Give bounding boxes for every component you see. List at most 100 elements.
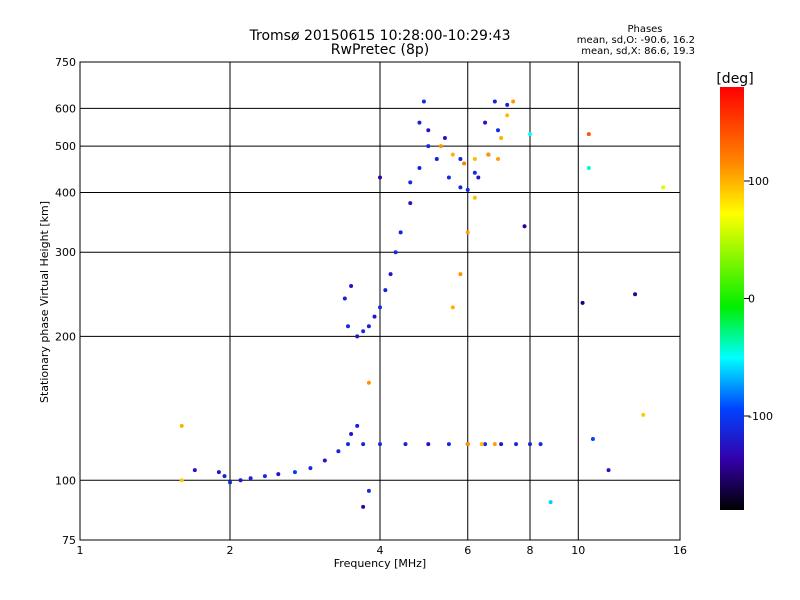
data-point xyxy=(417,166,422,171)
colorbar-label: [deg] xyxy=(716,71,753,87)
chart-title: Tromsø 20150615 10:28:00-10:29:43 xyxy=(249,28,511,44)
data-point xyxy=(349,283,354,288)
data-point xyxy=(590,436,595,441)
data-point xyxy=(398,230,403,235)
data-point xyxy=(342,296,347,301)
data-point xyxy=(403,442,408,447)
x-tick-label: 10 xyxy=(571,544,585,557)
data-point xyxy=(438,144,443,149)
data-point xyxy=(336,449,341,454)
x-tick-label: 4 xyxy=(377,544,384,557)
data-point xyxy=(408,180,413,185)
colorbar-tick-label: 0 xyxy=(748,293,755,306)
scatter-points xyxy=(179,99,666,509)
data-point xyxy=(462,161,467,166)
data-point xyxy=(528,442,532,447)
data-point xyxy=(378,442,382,447)
data-point xyxy=(476,175,481,180)
data-point xyxy=(393,250,398,255)
data-point xyxy=(586,132,591,137)
data-point xyxy=(238,478,243,483)
data-point xyxy=(483,442,488,447)
data-point xyxy=(378,175,382,180)
data-point xyxy=(361,504,366,509)
data-point xyxy=(641,412,646,417)
data-point xyxy=(450,152,455,157)
data-point xyxy=(514,442,519,447)
x-tick-label: 16 xyxy=(673,544,687,557)
colorbar xyxy=(720,87,744,510)
data-point xyxy=(486,152,491,157)
data-point xyxy=(322,458,327,463)
data-point xyxy=(361,442,366,447)
data-point xyxy=(492,99,497,104)
data-point xyxy=(465,187,470,192)
data-point xyxy=(606,468,611,473)
data-point xyxy=(361,329,366,334)
data-point xyxy=(495,157,500,162)
x-tick-label: 1 xyxy=(77,544,84,557)
data-point xyxy=(661,185,666,190)
data-point xyxy=(383,288,388,293)
x-tick-label: 6 xyxy=(464,544,471,557)
data-point xyxy=(426,442,431,447)
data-point xyxy=(499,442,504,447)
data-point xyxy=(528,132,532,137)
data-point xyxy=(522,224,527,229)
data-point xyxy=(408,201,413,206)
data-point xyxy=(421,99,426,104)
x-axis-label: Frequency [MHz] xyxy=(334,557,426,570)
data-point xyxy=(479,442,484,447)
data-point xyxy=(446,175,451,180)
data-point xyxy=(472,195,477,200)
y-tick-label: 100 xyxy=(55,474,76,487)
data-point xyxy=(222,474,227,479)
data-point xyxy=(378,305,382,310)
plot-area: 1 2 4 6 8 10 16 75 100 200 300 400 500 600 750 xyxy=(55,56,687,557)
data-point xyxy=(450,305,455,310)
data-point xyxy=(495,128,500,133)
x-tick-label: 2 xyxy=(227,544,234,557)
chart-subtitle: RwPretec (8p) xyxy=(331,42,429,58)
data-point xyxy=(465,442,470,447)
y-tick-label: 200 xyxy=(55,330,76,343)
data-point xyxy=(345,442,350,447)
data-point xyxy=(511,99,516,104)
data-point xyxy=(472,157,477,162)
y-tick-label: 600 xyxy=(55,102,76,115)
y-tick-label: 500 xyxy=(55,140,76,153)
data-point xyxy=(483,120,488,125)
y-tick-label: 75 xyxy=(62,534,76,547)
phases-line-x: mean, sd,X: 86.6, 19.3 xyxy=(581,46,695,57)
data-point xyxy=(499,136,504,141)
data-point xyxy=(355,423,360,428)
x-tick-label: 8 xyxy=(527,544,534,557)
data-point xyxy=(248,476,253,481)
colorbar-tick-label: 100 xyxy=(748,175,769,188)
data-point xyxy=(505,113,510,118)
data-point xyxy=(366,324,371,329)
phases-line-o: mean, sd,O: -90.6, 16.2 xyxy=(577,35,695,46)
data-point xyxy=(548,500,553,505)
y-tick-label: 750 xyxy=(55,56,76,69)
data-point xyxy=(308,466,313,471)
data-point xyxy=(492,442,497,447)
data-point xyxy=(366,488,371,493)
data-point xyxy=(472,170,477,175)
data-point xyxy=(426,128,431,133)
data-point xyxy=(426,144,431,149)
data-point xyxy=(366,380,371,385)
phases-heading: Phases xyxy=(627,24,662,35)
colorbar-tick-label: -100 xyxy=(748,410,773,423)
data-point xyxy=(372,314,377,319)
data-point xyxy=(179,478,184,483)
colorbar-ticks: 100 0 -100 xyxy=(744,175,773,423)
data-point xyxy=(586,166,591,171)
data-point xyxy=(276,472,281,477)
data-point xyxy=(538,442,543,447)
data-point xyxy=(349,431,354,436)
data-point xyxy=(633,292,638,297)
data-point xyxy=(262,474,267,479)
data-point xyxy=(417,120,422,125)
